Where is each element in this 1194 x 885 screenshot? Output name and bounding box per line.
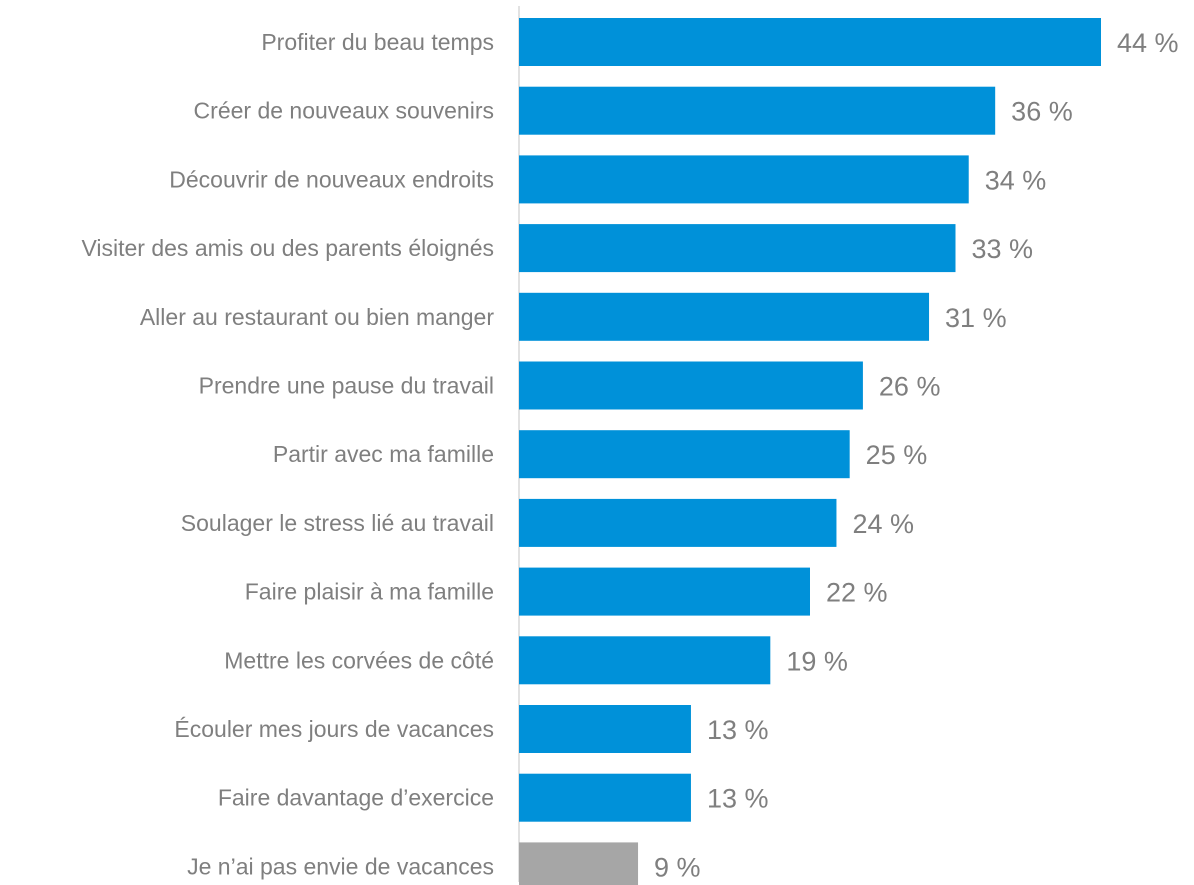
value-label: 9 % — [654, 852, 701, 882]
bar — [519, 155, 969, 204]
category-label: Faire plaisir à ma famille — [245, 579, 494, 605]
bar — [519, 224, 956, 273]
category-label: Prendre une pause du travail — [199, 373, 494, 399]
bar — [519, 86, 996, 135]
value-label: 13 % — [707, 715, 769, 745]
value-label: 19 % — [786, 646, 848, 676]
value-label: 13 % — [707, 784, 769, 814]
value-label: 44 % — [1117, 28, 1179, 58]
category-labels: Profiter du beau temps Créer de nouveaux … — [81, 29, 494, 879]
bar — [519, 430, 850, 479]
category-label: Soulager le stress lié au travail — [181, 510, 494, 536]
bars — [519, 18, 1101, 885]
value-labels: 44 % 36 % 34 % 33 % 31 % 26 % 25 % 24 % 22 % 19 %… — [654, 28, 1179, 882]
category-label: Je n’ai pas envie de vacances — [187, 853, 494, 879]
category-label: Mettre les corvées de côté — [224, 647, 494, 673]
value-label: 22 % — [826, 578, 888, 608]
bar — [519, 361, 863, 410]
bar — [519, 292, 930, 341]
value-label: 36 % — [1011, 97, 1073, 127]
value-label: 31 % — [945, 303, 1007, 333]
value-label: 33 % — [972, 234, 1034, 264]
category-label: Aller au restaurant ou bien manger — [140, 304, 494, 330]
bar — [519, 842, 639, 885]
bar — [519, 567, 810, 616]
category-label: Écouler mes jours de vacances — [174, 716, 494, 742]
category-label: Faire davantage d’exercice — [218, 785, 494, 811]
value-label: 24 % — [852, 509, 914, 539]
category-label: Visiter des amis ou des parents éloignés — [81, 235, 494, 261]
category-label: Profiter du beau temps — [261, 29, 494, 55]
bar — [519, 636, 771, 685]
bar — [519, 498, 837, 547]
category-label: Découvrir de nouveaux endroits — [169, 166, 494, 192]
category-label: Partir avec ma famille — [273, 441, 494, 467]
category-label: Créer de nouveaux souvenirs — [194, 98, 494, 124]
value-label: 26 % — [879, 372, 941, 402]
bar — [519, 773, 691, 822]
bar — [519, 18, 1101, 66]
value-label: 25 % — [866, 440, 928, 470]
value-label: 34 % — [985, 165, 1047, 195]
bar — [519, 705, 691, 753]
